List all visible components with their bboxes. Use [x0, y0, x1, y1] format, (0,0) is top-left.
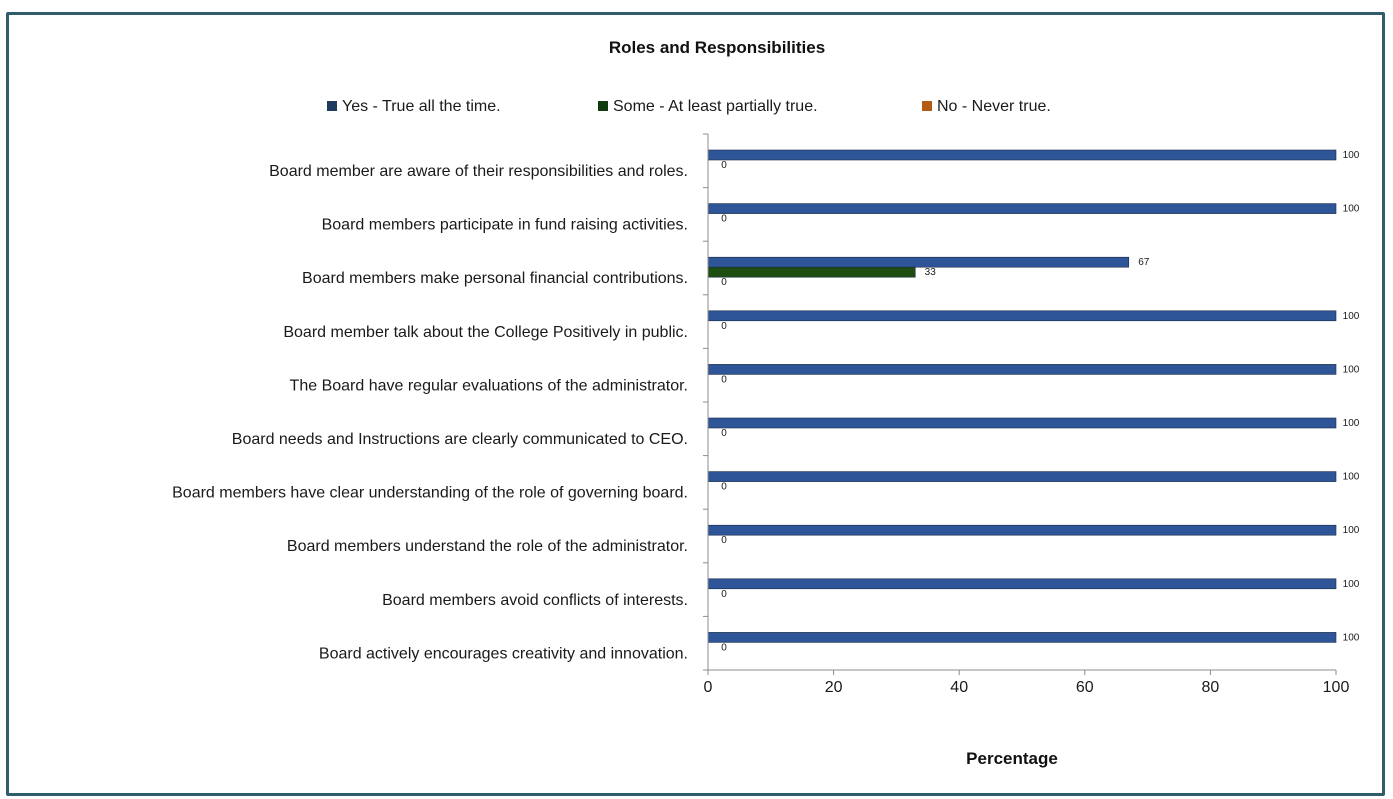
data-labels: 100 0 100 0 67 33 0 100 0 100 0 100 0 100 0 100 0 100 0 100…	[721, 150, 1360, 653]
data-label: 100	[1343, 579, 1360, 590]
bars	[707, 149, 1337, 643]
x-axis: 0 20 40 60 80 100	[703, 133, 1350, 696]
x-axis-title: Percentage	[966, 749, 1058, 768]
category-label: Board needs and Instructions are clearly…	[232, 431, 688, 448]
legend-swatch	[598, 101, 608, 111]
legend-label: Yes - True all the time.	[342, 98, 501, 115]
x-tick-label: 80	[1202, 679, 1220, 696]
category-label: The Board have regular evaluations of th…	[290, 377, 688, 394]
data-label: 67	[1138, 257, 1150, 268]
data-label: 0	[721, 428, 727, 439]
x-tick-label: 60	[1076, 679, 1094, 696]
chart-title: Roles and Responsibilities	[609, 38, 825, 57]
bar	[707, 149, 1337, 161]
bar	[707, 471, 1337, 482]
data-label: 0	[721, 214, 727, 225]
data-label: 100	[1343, 364, 1360, 375]
data-label: 100	[1343, 204, 1360, 215]
legend-label: Some - At least partially true.	[613, 98, 818, 115]
bar	[707, 256, 1130, 268]
x-tick-label: 0	[704, 679, 713, 696]
x-tick-label: 20	[825, 679, 843, 696]
category-label: Board members make personal financial co…	[302, 270, 688, 287]
bar	[707, 417, 1337, 429]
category-label: Board members avoid conflicts of interes…	[382, 592, 688, 609]
category-label: Board member talk about the College Posi…	[283, 324, 688, 341]
data-label: 100	[1343, 525, 1360, 536]
category-label: Board member are aware of their responsi…	[269, 163, 688, 180]
category-label: Board actively encourages creativity and…	[319, 645, 688, 662]
x-tick-label: 100	[1323, 679, 1350, 696]
bar	[707, 578, 1337, 590]
data-label: 0	[721, 374, 727, 385]
bar	[707, 266, 916, 278]
x-tick-label: 40	[950, 679, 968, 696]
legend: Yes - True all the time. Some - At least …	[327, 98, 1051, 115]
data-label: 100	[1343, 311, 1360, 322]
category-label: Board members participate in fund raisin…	[322, 217, 688, 234]
data-label: 100	[1343, 472, 1360, 483]
data-label: 0	[721, 535, 727, 546]
data-label: 100	[1343, 418, 1360, 429]
chart-frame	[6, 12, 1385, 796]
bar	[707, 364, 1337, 375]
data-label: 33	[925, 267, 937, 278]
data-label: 100	[1343, 150, 1360, 161]
legend-label: No - Never true.	[937, 98, 1051, 115]
data-label: 0	[721, 589, 727, 600]
bar	[707, 310, 1337, 322]
legend-swatch	[327, 101, 337, 111]
category-label: Board members understand the role of the…	[287, 538, 688, 555]
bar	[707, 524, 1337, 536]
bar	[707, 632, 1337, 643]
legend-swatch	[922, 101, 932, 111]
data-label: 100	[1343, 632, 1360, 643]
category-label: Board members have clear understanding o…	[172, 485, 688, 502]
data-label: 0	[721, 321, 727, 332]
data-label: 0	[721, 277, 727, 288]
data-label: 0	[721, 482, 727, 493]
category-labels: Board member are aware of their responsi…	[172, 163, 688, 662]
bar	[707, 203, 1337, 214]
data-label: 0	[721, 642, 727, 653]
data-label: 0	[721, 160, 727, 171]
